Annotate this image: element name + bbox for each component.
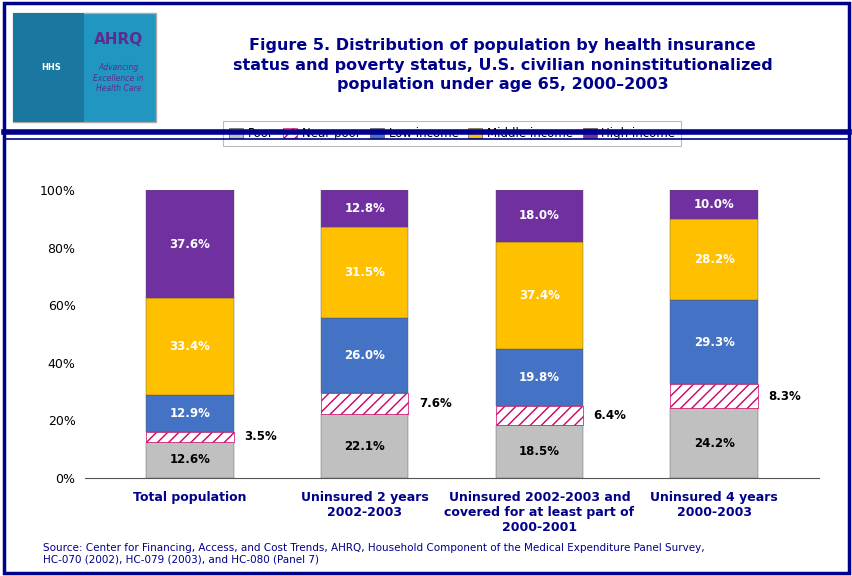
Bar <box>320 393 408 415</box>
Text: 12.6%: 12.6% <box>170 453 210 467</box>
Bar <box>670 385 757 408</box>
Text: 10.0%: 10.0% <box>693 198 734 211</box>
Bar <box>495 242 583 349</box>
Text: 28.2%: 28.2% <box>693 253 734 266</box>
Text: AHRQ: AHRQ <box>94 32 143 47</box>
Bar <box>147 190 233 298</box>
Text: Advancing
Excellence in
Health Care: Advancing Excellence in Health Care <box>93 63 143 93</box>
Bar <box>320 227 408 318</box>
Bar <box>147 298 233 395</box>
Text: 33.4%: 33.4% <box>170 340 210 353</box>
Text: 22.1%: 22.1% <box>344 439 385 453</box>
Text: 12.9%: 12.9% <box>170 407 210 420</box>
Bar <box>495 425 583 478</box>
Text: 24.2%: 24.2% <box>693 437 734 450</box>
Text: 26.0%: 26.0% <box>344 348 385 362</box>
Bar <box>670 300 757 385</box>
Bar <box>670 190 757 219</box>
FancyBboxPatch shape <box>13 13 156 122</box>
Text: 7.6%: 7.6% <box>418 397 451 410</box>
Text: 37.6%: 37.6% <box>170 238 210 251</box>
Bar <box>495 407 583 425</box>
Bar <box>147 395 233 432</box>
Legend: Poor, Near poor, Low income, Middle income, High income: Poor, Near poor, Low income, Middle inco… <box>222 121 681 146</box>
Bar <box>495 190 583 242</box>
Bar <box>320 190 408 227</box>
Text: Figure 5. Distribution of population by health insurance
status and poverty stat: Figure 5. Distribution of population by … <box>233 38 771 92</box>
Text: 3.5%: 3.5% <box>244 430 277 444</box>
Text: 8.3%: 8.3% <box>768 390 800 403</box>
Text: 19.8%: 19.8% <box>518 372 559 384</box>
Bar <box>670 219 757 300</box>
Text: 37.4%: 37.4% <box>518 289 559 302</box>
Bar <box>495 349 583 407</box>
FancyBboxPatch shape <box>13 13 84 122</box>
Text: 12.8%: 12.8% <box>344 202 385 215</box>
Text: HHS: HHS <box>41 63 60 72</box>
Bar <box>147 442 233 478</box>
Text: 31.5%: 31.5% <box>344 266 385 279</box>
Bar <box>320 415 408 478</box>
Text: Source: Center for Financing, Access, and Cost Trends, AHRQ, Household Component: Source: Center for Financing, Access, an… <box>43 543 704 564</box>
Bar <box>147 432 233 442</box>
Text: 18.5%: 18.5% <box>518 445 559 458</box>
Text: 29.3%: 29.3% <box>693 336 734 349</box>
Text: 18.0%: 18.0% <box>518 209 559 222</box>
Bar <box>320 318 408 393</box>
Bar <box>670 408 757 478</box>
Text: 6.4%: 6.4% <box>593 409 625 422</box>
